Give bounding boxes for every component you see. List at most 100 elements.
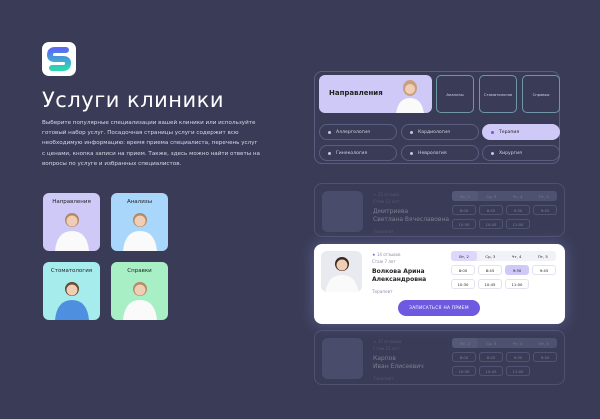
time-slot[interactable]: 8:00 [452, 205, 476, 215]
time-slot[interactable]: 8:45 [479, 205, 503, 215]
time-slot[interactable]: 9:30 [506, 205, 530, 215]
day-tab[interactable]: Вт, 2 [452, 191, 479, 201]
time-slot[interactable]: 10:30 [451, 279, 475, 289]
day-tab[interactable]: Пт, 5 [537, 253, 548, 259]
day-tab[interactable]: Чт, 4 [512, 193, 523, 199]
service-tile-label: Стоматология [50, 268, 93, 274]
service-tile[interactable]: Стоматология [43, 262, 100, 320]
doctor-photo [396, 80, 424, 113]
time-slot[interactable]: 11:00 [506, 366, 530, 376]
direction-analyses[interactable]: Анализы [436, 75, 474, 113]
doctor-card: ★ 14 отзывов Стаж 7 лет Волкова Арина Алек… [314, 244, 565, 324]
specialty-label: Гинекология [336, 150, 368, 156]
doctor-photo [123, 282, 157, 320]
time-slot[interactable]: 10:45 [478, 279, 502, 289]
time-slot[interactable]: 8:45 [479, 352, 503, 362]
time-slot[interactable]: 9:45 [532, 265, 556, 275]
service-tile-label: Справки [127, 268, 152, 274]
reviews-count: 14 отзывов [376, 252, 401, 257]
dot-icon [491, 130, 494, 134]
service-tile-label: Анализы [126, 199, 153, 205]
doctor-avatar [322, 338, 363, 379]
service-tile[interactable]: Анализы [111, 193, 168, 251]
book-appointment-button[interactable]: ЗАПИСАТЬСЯ НА ПРИЕМ [398, 300, 480, 316]
star-icon: ★ [373, 192, 377, 197]
reviews-count: 37 отзывов [377, 339, 402, 344]
doctor-avatar [322, 191, 363, 232]
day-tab[interactable]: Пт, 5 [538, 193, 549, 199]
dot-icon [410, 130, 413, 134]
direction-main-label: Направления [329, 89, 383, 97]
star-icon: ★ [373, 339, 377, 344]
page-description: Выберите популярные специализации вашей … [42, 120, 260, 167]
doctor-name: Дмитриева Светлана Вячеславовна [373, 208, 450, 223]
doctor-role: Терапевт [372, 289, 393, 294]
day-tabs: Вт, 2 Ср, 3 Чт, 4 Пт, 5 [452, 191, 557, 201]
doctor-avatar [321, 251, 362, 292]
page-title: Услуги клиники [42, 88, 225, 112]
direction-dentistry[interactable]: Стоматология [479, 75, 517, 113]
time-slot[interactable]: 9:30 [505, 265, 529, 275]
dot-icon [491, 151, 494, 155]
doctor-meta: ★ 14 отзывов Стаж 7 лет [372, 252, 400, 266]
specialty-pill[interactable]: Кардиология [401, 124, 479, 140]
day-tab[interactable]: Вт, 2 [451, 251, 478, 261]
day-tab[interactable]: Ср, 3 [485, 253, 496, 259]
dot-icon [328, 130, 331, 134]
doctor-role: Терапевт [373, 229, 394, 234]
experience: Стаж 15 лет [373, 346, 400, 351]
day-tab[interactable]: Пт, 5 [538, 340, 549, 346]
directions-panel [314, 71, 560, 164]
specialty-label: Кардиология [418, 129, 450, 135]
time-slot[interactable]: 8:00 [451, 265, 475, 275]
specialty-pill[interactable]: Аллергология [319, 124, 397, 140]
time-slot[interactable]: 10:30 [452, 219, 476, 229]
day-tab[interactable]: Чт, 4 [512, 340, 523, 346]
doctor-name: Карпов Иван Елисеевич [373, 355, 424, 370]
day-tab[interactable]: Ср, 3 [486, 340, 497, 346]
doctor-photo [325, 257, 359, 292]
doctor-photo [123, 213, 157, 251]
dot-icon [410, 151, 413, 155]
doctor-meta: ★ 22 отзыва Стаж 12 лет [373, 192, 399, 206]
specialty-pill[interactable]: Хирургия [482, 145, 560, 161]
specialty-pill[interactable]: Терапия [482, 124, 560, 140]
time-slot[interactable]: 10:30 [452, 366, 476, 376]
doctor-card: ★ 37 отзывов Стаж 15 лет Карпов Иван Елисе… [314, 330, 565, 385]
time-slot[interactable]: 8:00 [452, 352, 476, 362]
direction-certificates[interactable]: Справки [522, 75, 560, 113]
specialty-label: Неврология [418, 150, 447, 156]
doctor-card: ★ 22 отзыва Стаж 12 лет Дмитриева Светлана… [314, 183, 565, 237]
time-slot[interactable]: 11:00 [506, 219, 530, 229]
day-tab[interactable]: Ср, 3 [486, 193, 497, 199]
time-slot[interactable]: 9:45 [533, 205, 557, 215]
specialty-pill[interactable]: Неврология [401, 145, 479, 161]
service-tile[interactable]: Справки [111, 262, 168, 320]
reviews-count: 22 отзыва [377, 192, 400, 197]
day-tabs: Вт, 2 Ср, 3 Чт, 4 Пт, 5 [452, 338, 557, 348]
specialty-label: Аллергология [336, 129, 370, 135]
s-logo-icon [46, 47, 72, 71]
service-tile-label: Направления [52, 199, 91, 205]
doctor-role: Терапевт [373, 376, 394, 381]
day-tab[interactable]: Чт, 4 [511, 253, 522, 259]
time-slot[interactable]: 11:00 [505, 279, 529, 289]
time-slot[interactable]: 10:45 [479, 219, 503, 229]
time-slot[interactable]: 9:30 [506, 352, 530, 362]
doctor-photo [55, 282, 89, 320]
service-tile[interactable]: Направления [43, 193, 100, 251]
specialty-label: Терапия [499, 129, 520, 135]
time-slot[interactable]: 8:45 [478, 265, 502, 275]
time-slot[interactable]: 9:45 [533, 352, 557, 362]
doctor-photo [55, 213, 89, 251]
app-logo [42, 42, 76, 76]
star-icon: ★ [372, 252, 376, 257]
direction-main-card[interactable]: Направления [319, 75, 432, 113]
specialty-pill[interactable]: Гинекология [319, 145, 397, 161]
experience: Стаж 12 лет [373, 199, 400, 204]
day-tab[interactable]: Вт, 2 [452, 338, 479, 348]
doctor-name: Волкова Арина Александровна [372, 268, 427, 283]
specialty-label: Хирургия [499, 150, 522, 156]
dot-icon [328, 151, 331, 155]
time-slot[interactable]: 10:45 [479, 366, 503, 376]
